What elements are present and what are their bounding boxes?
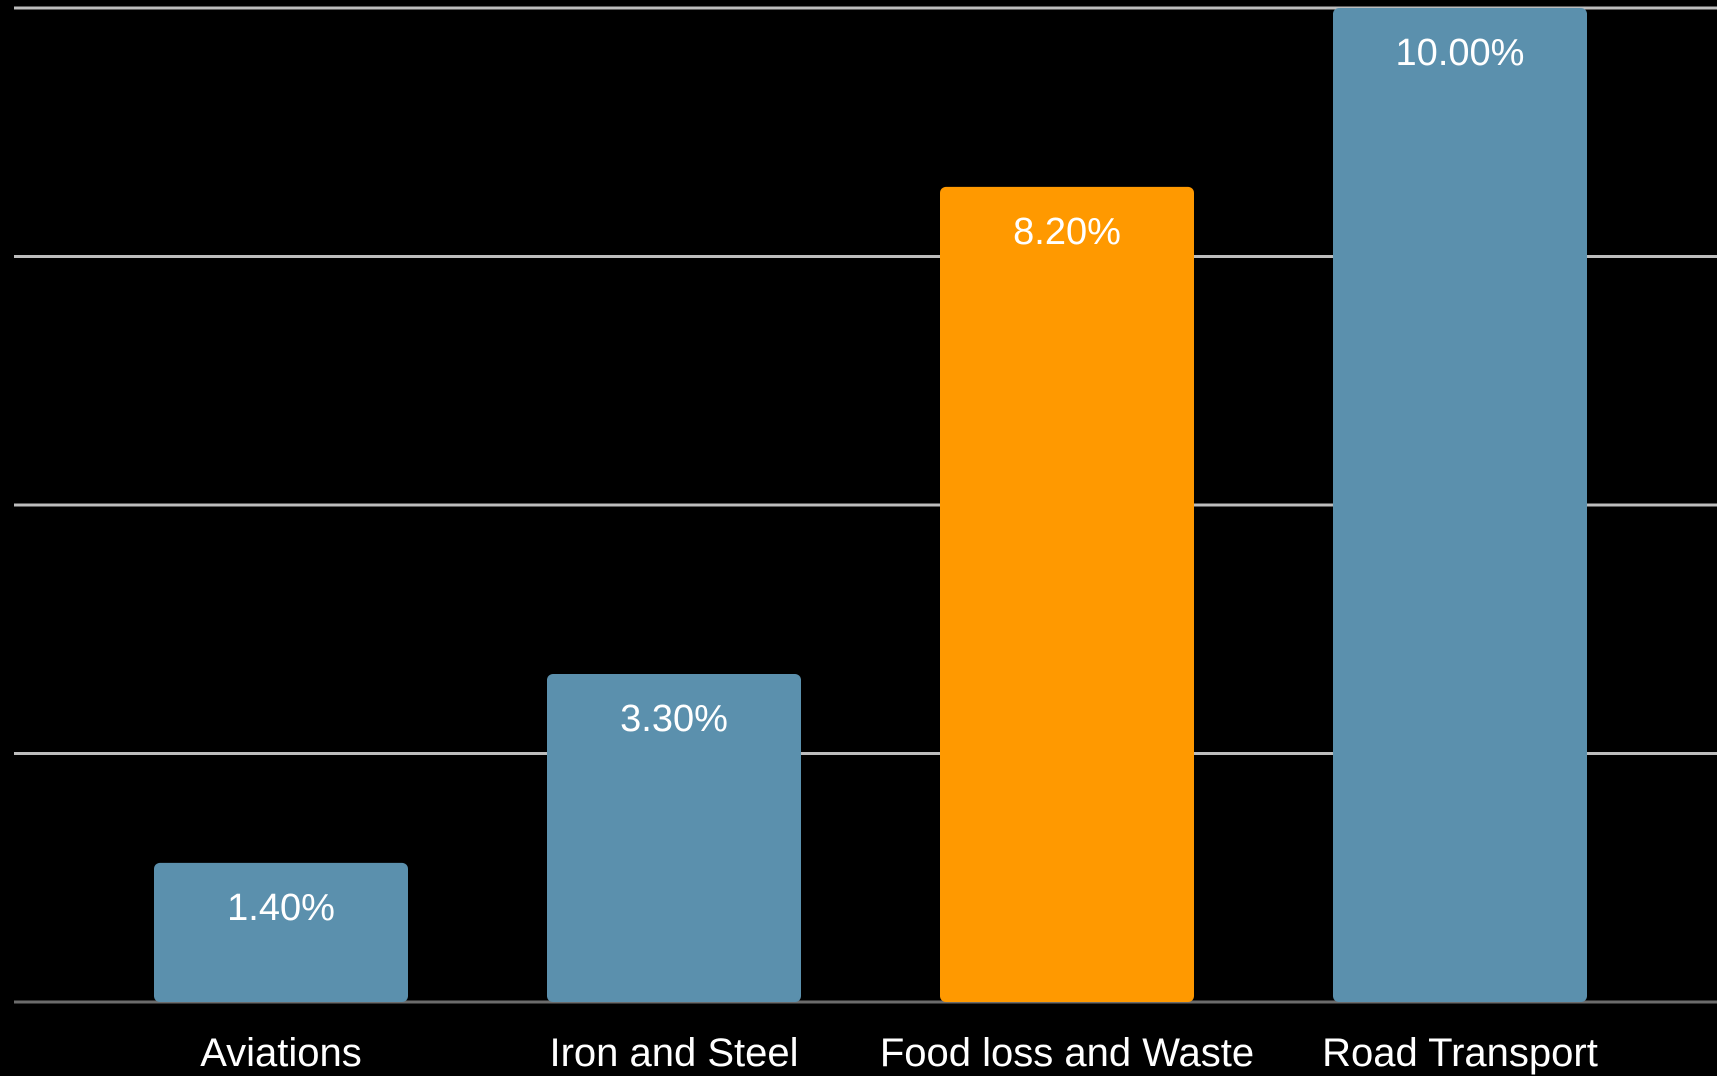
data-label-0: 1.40% <box>227 887 335 929</box>
bars <box>154 8 1587 1003</box>
bar-3 <box>1333 8 1587 1002</box>
bar-0 <box>154 862 408 1002</box>
x-axis-tick-labels: Aviations Iron and Steel Food loss and Was… <box>200 1031 1598 1075</box>
x-tick-label-3: Road Transport <box>1322 1031 1598 1075</box>
data-label-2: 8.20% <box>1013 211 1121 253</box>
bar-1 <box>547 673 801 1002</box>
data-labels: 1.40% 3.30% 8.20% 10.00% <box>227 32 1524 929</box>
x-tick-label-1: Iron and Steel <box>549 1031 798 1075</box>
bar-2 <box>940 186 1194 1003</box>
data-label-1: 3.30% <box>620 698 728 740</box>
x-tick-label-0: Aviations <box>200 1031 362 1075</box>
x-tick-label-2: Food loss and Waste <box>880 1031 1254 1075</box>
data-label-3: 10.00% <box>1396 32 1525 74</box>
